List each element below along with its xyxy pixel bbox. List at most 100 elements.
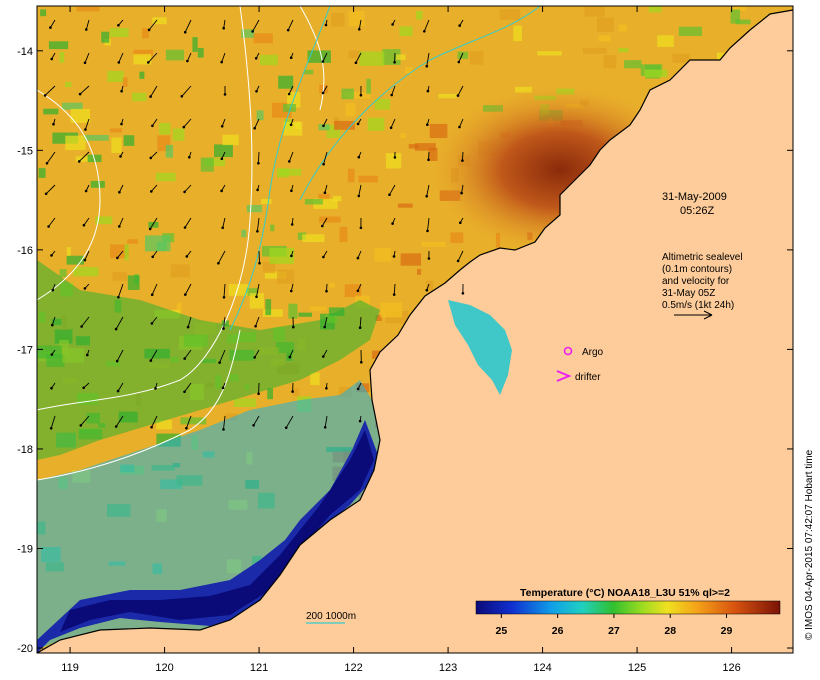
sst-patch xyxy=(304,199,323,205)
velocity-arrow xyxy=(290,283,294,293)
velocity-arrow xyxy=(83,283,90,290)
coastline xyxy=(37,9,793,653)
velocity-arrow xyxy=(183,19,192,34)
velocity-arrow xyxy=(120,85,124,93)
sst-patch xyxy=(127,239,138,244)
sst-patch xyxy=(224,413,238,421)
sst-patch xyxy=(228,284,250,296)
velocity-arrow xyxy=(82,382,90,390)
velocity-arrow xyxy=(188,151,192,159)
sst-patch xyxy=(348,50,361,59)
land-mass xyxy=(37,10,793,653)
sst-patch xyxy=(513,25,522,42)
velocity-arrow xyxy=(354,52,362,65)
sst-patch xyxy=(603,55,617,69)
lon-tick: 119 xyxy=(61,6,79,674)
velocity-arrow xyxy=(49,415,56,430)
sst-patch xyxy=(624,60,642,69)
sst-patch xyxy=(598,35,611,42)
sst-patch xyxy=(366,78,371,94)
velocity-arrow xyxy=(358,19,362,31)
sealevel-contour xyxy=(37,329,241,481)
velocity-arrow xyxy=(389,118,396,130)
sst-patch xyxy=(241,229,247,238)
sst-patch xyxy=(111,137,122,153)
velocity-arrow xyxy=(423,19,430,33)
velocity-arrow xyxy=(218,349,226,364)
velocity-arrow xyxy=(461,283,465,295)
velocity-arrow xyxy=(323,316,328,329)
sst-patch xyxy=(133,54,152,65)
sst-patch xyxy=(319,216,341,223)
velocity-arrow xyxy=(77,151,90,163)
lon-tick: 126 xyxy=(722,6,741,674)
sst-patch xyxy=(101,31,110,43)
sst-patch xyxy=(333,195,342,202)
sst-patch xyxy=(253,33,273,44)
velocity-arrow xyxy=(149,85,158,98)
sst-patch xyxy=(405,67,413,74)
sst-patch xyxy=(375,314,382,321)
bathy-contour-1000m xyxy=(299,6,541,201)
colorbar xyxy=(475,600,781,615)
bathy-label: 200 1000m xyxy=(306,611,356,622)
lat-tick-label: -18 xyxy=(17,444,33,456)
velocity-arrow xyxy=(83,250,90,262)
velocity-arrow xyxy=(290,184,294,193)
velocity-arrow xyxy=(459,217,464,224)
velocity-arrow xyxy=(323,415,328,429)
velocity-arrow xyxy=(292,316,295,329)
velocity-arrow xyxy=(84,118,90,131)
sst-patch xyxy=(222,134,239,146)
sst-patch xyxy=(139,71,145,79)
sst-patch xyxy=(132,92,147,102)
lat-tick-label: -20 xyxy=(17,643,33,655)
sst-patch xyxy=(657,35,674,47)
sst-patch xyxy=(313,198,338,209)
velocity-arrow xyxy=(427,250,431,260)
sst-patch xyxy=(582,47,607,54)
sst-patch xyxy=(62,102,83,110)
velocity-arrow xyxy=(115,349,124,363)
sst-patch xyxy=(172,128,185,141)
sst-patch xyxy=(123,135,135,146)
deepest-coastal-water xyxy=(60,430,374,632)
velocity-arrow xyxy=(321,52,328,63)
sst-patch xyxy=(112,272,128,281)
sst-patch xyxy=(341,88,354,100)
sst-patch xyxy=(246,205,263,213)
velocity-arrow xyxy=(391,19,396,26)
velocity-arrow xyxy=(223,86,227,96)
velocity-arrow xyxy=(251,19,260,33)
velocity-arrow xyxy=(222,415,226,431)
sst-patch xyxy=(292,388,300,397)
velocity-arrow xyxy=(50,382,56,390)
velocity-arrow xyxy=(359,85,363,97)
lat-tick-label: -14 xyxy=(17,46,33,58)
sst-patch xyxy=(95,216,113,225)
velocity-arrow xyxy=(254,316,260,328)
colorbar-tick-label: 27 xyxy=(608,625,620,637)
sst-patch xyxy=(270,224,275,232)
sst-patch xyxy=(397,203,413,208)
sst-patch xyxy=(318,124,330,131)
velocity-arrow xyxy=(257,151,260,165)
velocity-arrow xyxy=(289,52,294,59)
sst-patch xyxy=(109,28,129,38)
estuary xyxy=(448,300,512,395)
sst-patch xyxy=(344,92,371,99)
sst-patch xyxy=(282,104,296,112)
velocity-arrow xyxy=(220,52,226,64)
velocity-arrow xyxy=(220,118,226,128)
sst-patch xyxy=(499,9,521,20)
velocity-arrow xyxy=(458,118,464,129)
velocity-arrow xyxy=(321,85,328,95)
velocity-arrow xyxy=(49,19,56,29)
velocity-arrow xyxy=(427,151,430,162)
sst-patch xyxy=(256,110,264,121)
sst-patch xyxy=(396,54,406,60)
sst-patch xyxy=(52,132,79,144)
sst-patch xyxy=(192,37,198,52)
velocity-arrow xyxy=(222,283,226,299)
